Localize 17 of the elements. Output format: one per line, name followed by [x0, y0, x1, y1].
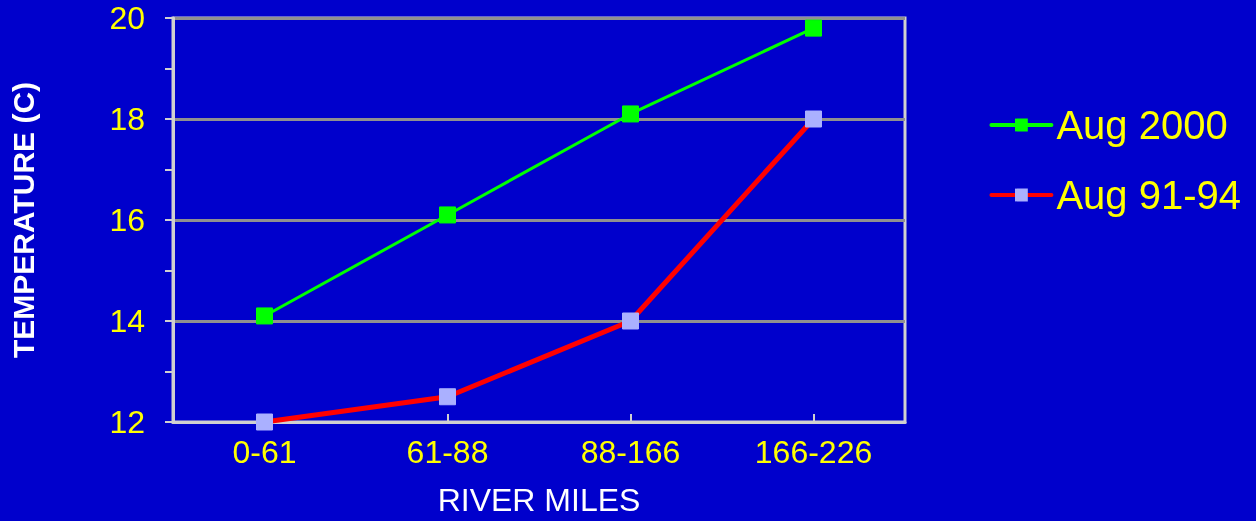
y-axis-title: TEMPERATURE (C)	[6, 81, 40, 359]
x-tick-label: 166-226	[754, 434, 873, 470]
x-tick-label: 61-88	[406, 434, 489, 470]
point	[622, 105, 639, 123]
y-tick-label: 12	[109, 404, 145, 440]
y-tick-label: 16	[109, 202, 145, 238]
x-tick-label: 88-166	[580, 434, 681, 470]
point	[805, 19, 822, 37]
legend-label: Aug 91-94	[1056, 173, 1241, 217]
y-tick-label: 14	[109, 303, 145, 339]
y-tick-label: 20	[109, 0, 145, 36]
x-axis-title: RIVER MILES	[437, 482, 641, 518]
y-tick-label: 18	[109, 101, 145, 137]
point	[256, 307, 273, 325]
x-tick-label: 0-61	[232, 434, 297, 470]
point	[439, 206, 456, 224]
legend-label: Aug 2000	[1056, 103, 1228, 147]
